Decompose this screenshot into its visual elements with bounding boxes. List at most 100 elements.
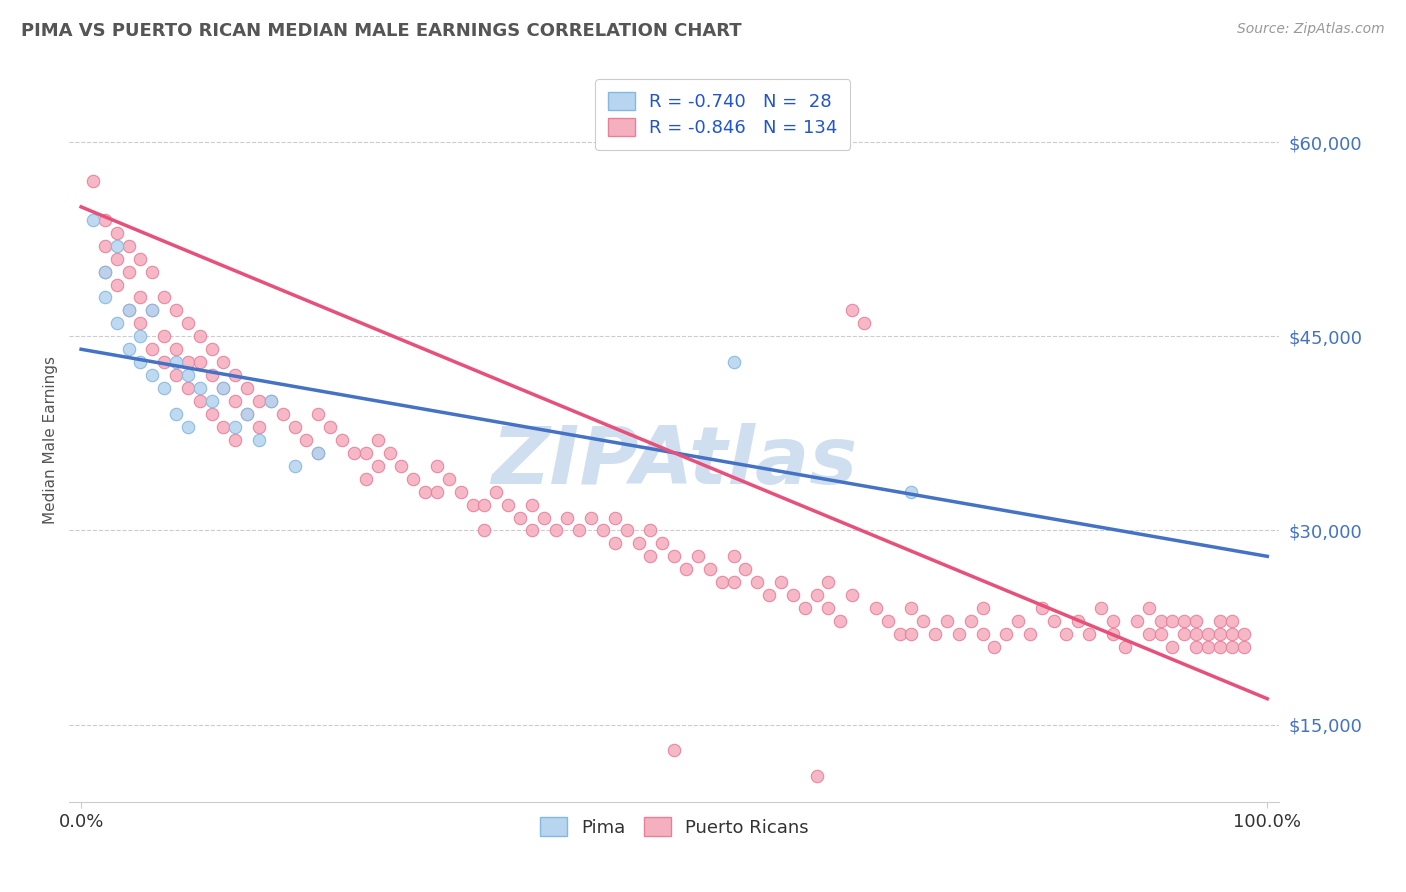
Point bbox=[1114, 640, 1136, 654]
Point bbox=[900, 601, 922, 615]
Point bbox=[603, 510, 626, 524]
Point bbox=[188, 381, 211, 395]
Point bbox=[710, 575, 733, 590]
Point bbox=[924, 627, 946, 641]
Point bbox=[224, 368, 246, 383]
Point bbox=[129, 355, 152, 369]
Point bbox=[1137, 627, 1160, 641]
Point bbox=[330, 433, 353, 447]
Point bbox=[675, 562, 697, 576]
Point bbox=[474, 524, 496, 538]
Point bbox=[284, 420, 307, 434]
Point bbox=[972, 601, 994, 615]
Point bbox=[616, 524, 638, 538]
Point bbox=[699, 562, 721, 576]
Point bbox=[1149, 627, 1171, 641]
Text: Source: ZipAtlas.com: Source: ZipAtlas.com bbox=[1237, 22, 1385, 37]
Point bbox=[117, 343, 139, 357]
Point bbox=[437, 472, 460, 486]
Point bbox=[129, 290, 152, 304]
Point bbox=[900, 484, 922, 499]
Point bbox=[1197, 627, 1219, 641]
Point bbox=[1102, 627, 1125, 641]
Point bbox=[1185, 640, 1208, 654]
Point bbox=[1090, 601, 1112, 615]
Point bbox=[865, 601, 887, 615]
Point bbox=[177, 368, 200, 383]
Point bbox=[105, 317, 128, 331]
Point bbox=[378, 446, 401, 460]
Point bbox=[319, 420, 342, 434]
Point bbox=[188, 394, 211, 409]
Point bbox=[841, 588, 863, 602]
Point bbox=[165, 368, 187, 383]
Point bbox=[1042, 614, 1064, 628]
Point bbox=[1137, 601, 1160, 615]
Point bbox=[1197, 640, 1219, 654]
Point bbox=[461, 498, 484, 512]
Point bbox=[544, 524, 567, 538]
Point bbox=[413, 484, 436, 499]
Point bbox=[177, 317, 200, 331]
Point bbox=[651, 536, 673, 550]
Point bbox=[165, 355, 187, 369]
Point bbox=[307, 407, 329, 421]
Point bbox=[568, 524, 591, 538]
Point bbox=[105, 277, 128, 292]
Point bbox=[806, 588, 828, 602]
Point bbox=[426, 484, 449, 499]
Point bbox=[900, 627, 922, 641]
Point bbox=[367, 458, 389, 473]
Point bbox=[188, 355, 211, 369]
Point bbox=[141, 303, 163, 318]
Point bbox=[177, 355, 200, 369]
Point bbox=[841, 303, 863, 318]
Text: PIMA VS PUERTO RICAN MEDIAN MALE EARNINGS CORRELATION CHART: PIMA VS PUERTO RICAN MEDIAN MALE EARNING… bbox=[21, 22, 742, 40]
Point bbox=[664, 549, 686, 564]
Point bbox=[94, 238, 117, 252]
Point bbox=[1209, 627, 1232, 641]
Point bbox=[224, 420, 246, 434]
Point bbox=[82, 212, 104, 227]
Point bbox=[817, 575, 839, 590]
Point bbox=[640, 549, 662, 564]
Point bbox=[129, 329, 152, 343]
Point bbox=[1161, 640, 1184, 654]
Point bbox=[141, 303, 163, 318]
Point bbox=[686, 549, 709, 564]
Point bbox=[212, 420, 235, 434]
Point bbox=[747, 575, 769, 590]
Point bbox=[271, 407, 294, 421]
Point bbox=[354, 446, 377, 460]
Point bbox=[1220, 640, 1243, 654]
Point bbox=[224, 433, 246, 447]
Point bbox=[200, 343, 222, 357]
Point bbox=[247, 433, 270, 447]
Point bbox=[1031, 601, 1053, 615]
Point bbox=[117, 303, 139, 318]
Point bbox=[830, 614, 852, 628]
Y-axis label: Median Male Earnings: Median Male Earnings bbox=[44, 356, 58, 524]
Point bbox=[983, 640, 1005, 654]
Point bbox=[153, 381, 176, 395]
Point bbox=[389, 458, 412, 473]
Point bbox=[141, 264, 163, 278]
Point bbox=[852, 317, 875, 331]
Point bbox=[212, 381, 235, 395]
Point bbox=[734, 562, 756, 576]
Point bbox=[474, 498, 496, 512]
Point bbox=[200, 407, 222, 421]
Point bbox=[1173, 614, 1195, 628]
Point bbox=[426, 458, 449, 473]
Point bbox=[603, 536, 626, 550]
Point bbox=[247, 394, 270, 409]
Point bbox=[1054, 627, 1077, 641]
Point bbox=[236, 407, 259, 421]
Point bbox=[948, 627, 970, 641]
Point bbox=[793, 601, 815, 615]
Point bbox=[1209, 614, 1232, 628]
Point bbox=[664, 743, 686, 757]
Point bbox=[876, 614, 898, 628]
Point bbox=[402, 472, 425, 486]
Point bbox=[520, 524, 543, 538]
